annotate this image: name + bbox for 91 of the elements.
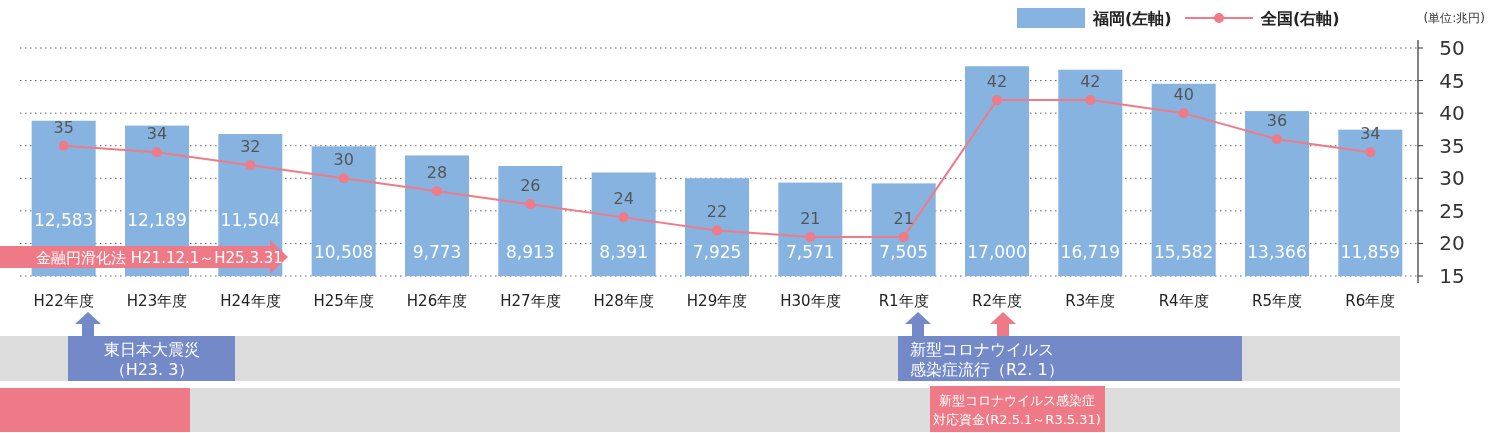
point xyxy=(992,95,1002,106)
data-label: 12,189 xyxy=(127,210,187,230)
bar xyxy=(405,155,469,276)
arrow-band: 金融円滑化法 H21.12.1～H25.3.31 xyxy=(0,240,288,274)
text: （H23. 3） xyxy=(109,360,195,379)
x-tick-label: R4年度 xyxy=(1158,292,1209,310)
x-tick-label: R6年度 xyxy=(1345,292,1396,310)
data-label: 12,583 xyxy=(33,210,94,230)
bar xyxy=(311,146,376,276)
data-label: 16,719 xyxy=(1060,242,1121,262)
bar xyxy=(591,172,656,276)
data-label: 15,582 xyxy=(1153,242,1214,262)
data-label: 17,000 xyxy=(967,242,1027,262)
data-label: 8,391 xyxy=(599,242,648,262)
data-label: 40 xyxy=(1173,85,1194,105)
data-label: 26 xyxy=(520,176,541,196)
legend-label: 福岡(左軸) xyxy=(1092,9,1172,28)
data-label: 32 xyxy=(240,137,261,157)
data-label: 35 xyxy=(53,117,74,137)
data-label: 7,571 xyxy=(786,242,835,262)
bar xyxy=(965,66,1029,276)
point xyxy=(245,160,256,171)
point xyxy=(1178,108,1189,119)
bar xyxy=(1151,83,1216,276)
y2-tick-label: 50 xyxy=(1439,36,1465,60)
y2-tick-label: 15 xyxy=(1439,264,1465,288)
data-label: 21 xyxy=(893,208,914,228)
y2-tick-label: 25 xyxy=(1439,198,1465,223)
text: 感染症流行（R2. 1） xyxy=(910,360,1064,379)
y2-tick-label: 30 xyxy=(1439,166,1465,191)
data-label: 13,366 xyxy=(1247,242,1307,262)
bar xyxy=(685,178,749,276)
point xyxy=(1365,147,1376,158)
x-tick-label: R5年度 xyxy=(1252,292,1302,310)
x-tick-label: R1年度 xyxy=(878,292,929,310)
bar xyxy=(498,166,563,276)
point xyxy=(432,186,442,197)
data-label: 7,925 xyxy=(692,242,742,262)
x-tick-label: H29年度 xyxy=(686,292,748,310)
text: 新型コロナウイルス xyxy=(910,340,1054,359)
bar xyxy=(1058,69,1123,276)
data-label: 34 xyxy=(146,124,168,144)
x-tick-label: H27年度 xyxy=(500,292,561,310)
point xyxy=(152,147,162,158)
y2-tick-label: 40 xyxy=(1439,101,1465,126)
y2-tick-label: 45 xyxy=(1439,68,1465,93)
point xyxy=(805,231,816,242)
bar xyxy=(1338,129,1403,276)
data-label: 42 xyxy=(1080,72,1101,92)
data-label: 34 xyxy=(1360,124,1381,144)
bar xyxy=(778,182,843,276)
legend-label: 全国(右軸) xyxy=(1260,9,1340,28)
text: 対応資金(R2.5.1～R3.5.31) xyxy=(933,412,1101,427)
annotation: 金融円滑化法 H21.12.1～H25.3.31 xyxy=(36,249,283,267)
x-tick-label: R2年度 xyxy=(972,292,1022,310)
bar xyxy=(871,183,936,276)
point xyxy=(525,199,536,210)
data-label: 9,773 xyxy=(412,242,462,262)
point xyxy=(1085,95,1096,106)
data-label: 28 xyxy=(426,163,448,183)
data-label: 11,504 xyxy=(220,210,281,230)
x-tick-label: H24年度 xyxy=(220,292,281,310)
point xyxy=(58,140,69,151)
data-label: 11,859 xyxy=(1340,242,1401,262)
data-label: 10,508 xyxy=(313,242,374,262)
x-tick-label: H22年度 xyxy=(33,292,94,310)
x-tick-label: H25年度 xyxy=(313,292,374,310)
point xyxy=(618,212,629,223)
data-label: 36 xyxy=(1266,111,1288,131)
data-label: 21 xyxy=(800,208,821,228)
x-tick-label: H26年度 xyxy=(406,292,468,310)
y2-tick-label: 35 xyxy=(1439,133,1465,158)
point xyxy=(712,225,722,236)
data-label: 24 xyxy=(613,189,634,209)
data-label: 7,505 xyxy=(879,242,928,262)
text: (単位:兆円) xyxy=(1423,11,1485,25)
text: 新型コロナウイルス感染症 xyxy=(939,393,1095,408)
text: 東日本大震災 xyxy=(104,340,200,359)
point xyxy=(338,173,349,184)
data-label: 30 xyxy=(333,150,354,170)
data-label: 22 xyxy=(706,202,728,222)
bar xyxy=(1245,111,1309,276)
data-label: 8,913 xyxy=(506,242,555,262)
point xyxy=(1272,134,1282,145)
x-tick-label: R3年度 xyxy=(1065,292,1116,310)
x-tick-label: H23年度 xyxy=(126,292,188,310)
y2-tick-label: 20 xyxy=(1439,231,1465,256)
data-label: 42 xyxy=(986,72,1008,92)
x-tick-label: H28年度 xyxy=(593,292,654,310)
point xyxy=(898,231,909,242)
x-tick-label: H30年度 xyxy=(780,292,841,310)
